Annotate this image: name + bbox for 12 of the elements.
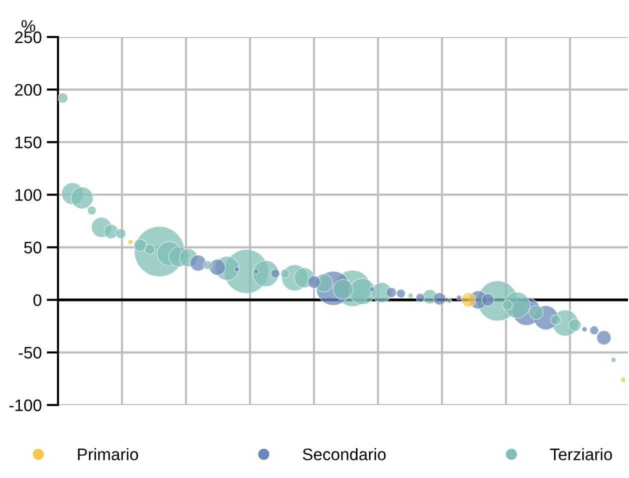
y-tick-label: -100 — [9, 399, 42, 412]
y-tick-label: 100 — [15, 189, 42, 201]
y-tick-label: 200 — [15, 84, 42, 96]
y-tick-label: 0 — [33, 294, 42, 306]
legend-label: Secondario — [302, 448, 386, 460]
y-tick-label: 50 — [24, 242, 42, 254]
y-tick-label: 150 — [15, 136, 42, 148]
legend-label: Primario — [78, 448, 138, 460]
y-tick-label: -50 — [18, 346, 42, 359]
y-axis-title: % — [22, 20, 36, 32]
legend-label: Terziario — [550, 448, 612, 460]
y-tick-label: 250 — [15, 31, 42, 44]
